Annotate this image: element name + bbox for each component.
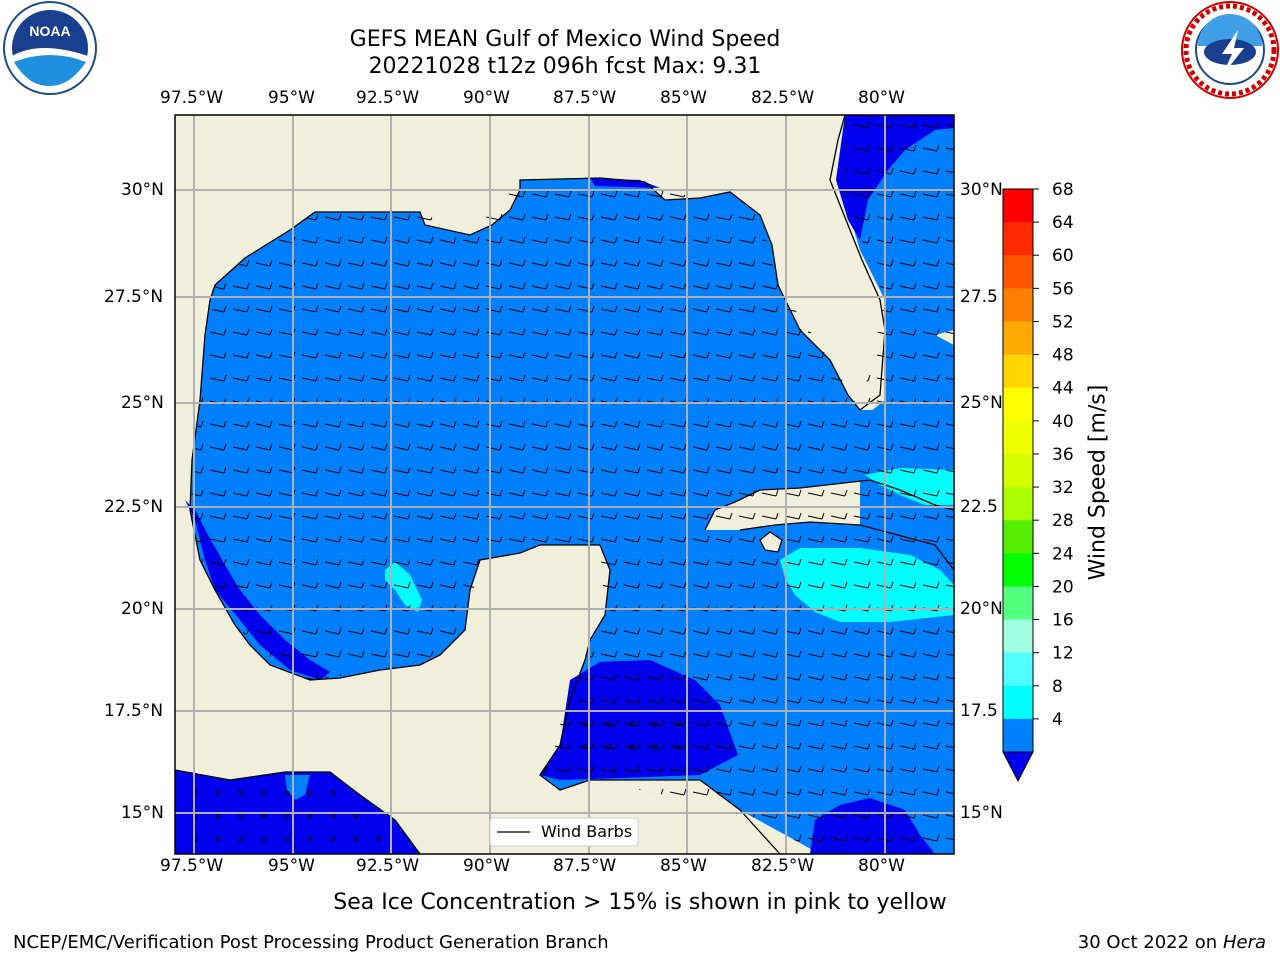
generation-date: 30 Oct 2022 on Hera — [1078, 932, 1266, 953]
colorbar-tick-label: 16 — [1052, 611, 1074, 631]
colorbar-swatch — [1003, 255, 1033, 289]
host-name: Hera — [1222, 932, 1266, 953]
lon-label-top: 92.5°W — [356, 88, 420, 108]
colorbar-swatch — [1003, 553, 1033, 587]
colorbar-tick-label: 24 — [1052, 544, 1074, 564]
lat-label-left: 20°N — [121, 599, 164, 619]
lon-label-top: 95°W — [268, 88, 315, 108]
colorbar-swatch — [1003, 586, 1033, 621]
lon-label-top: 82.5°W — [751, 88, 815, 108]
lat-label-left: 15°N — [121, 803, 164, 823]
colorbar-tick-label: 36 — [1052, 445, 1074, 465]
wind-barbs-legend — [489, 817, 639, 847]
map-title: GEFS MEAN Gulf of Mexico Wind Speed — [349, 27, 781, 52]
lat-label-right: 20°N — [960, 599, 1003, 619]
colorbar-swatch — [1003, 321, 1033, 356]
colorbar-tick-label: 28 — [1052, 511, 1074, 531]
lat-label-left: 30°N — [121, 180, 164, 200]
colorbar-tick-label: 32 — [1052, 478, 1074, 498]
colorbar-tick-label: 40 — [1052, 412, 1074, 432]
lon-label-bottom: 90°W — [463, 856, 510, 876]
lon-label-bottom: 87.5°W — [553, 856, 617, 876]
lat-label-right: 30°N — [960, 180, 1003, 200]
colorbar-tick-label: 56 — [1052, 279, 1074, 299]
generation-date-text: 30 Oct 2022 on — [1077, 932, 1223, 953]
lat-label-right: 17.5 — [960, 701, 998, 721]
colorbar-tick-label: 44 — [1052, 379, 1074, 399]
lat-label-right: 22.5 — [960, 497, 998, 517]
lon-label-top: 87.5°W — [553, 88, 617, 108]
lon-label-top: 97.5°W — [160, 88, 224, 108]
colorbar-tick-label: 8 — [1052, 677, 1063, 697]
lon-label-top: 80°W — [858, 88, 905, 108]
colorbar-ticks: 68 64 60 56 52 48 44 40 36 32 28 24 20 16 12 8 4 — [1033, 180, 1074, 730]
colorbar-swatch — [1003, 420, 1033, 455]
colorbar-swatches — [1003, 189, 1033, 753]
map-graticule — [175, 115, 954, 854]
lon-label-bottom: 85°W — [660, 856, 707, 876]
svg-text:NOAA: NOAA — [29, 23, 70, 39]
lat-label-right: 25°N — [960, 393, 1003, 413]
lon-label-top: 90°W — [463, 88, 510, 108]
map-frame — [174, 114, 955, 855]
sea-ice-note: Sea Ice Concentration > 15% is shown in … — [333, 890, 947, 915]
colorbar-swatch — [1003, 189, 1033, 223]
colorbar-swatch — [1003, 487, 1033, 521]
lon-label-bottom: 82.5°W — [751, 856, 815, 876]
colorbar-swatch — [1003, 619, 1033, 654]
colorbar-extend-triangle — [1002, 751, 1034, 783]
colorbar-tick-label: 4 — [1052, 710, 1063, 730]
lon-label-bottom: 92.5°W — [356, 856, 420, 876]
producer-credit: NCEP/EMC/Verification Post Processing Pr… — [13, 932, 609, 953]
lat-label-left: 17.5°N — [104, 701, 164, 721]
nws-logo-icon — [1181, 1, 1279, 99]
colorbar-swatch — [1003, 718, 1033, 753]
colorbar: 68 64 60 56 52 48 44 40 36 32 28 24 20 16 12 8 4 — [1002, 180, 1074, 783]
lat-label-right: 15°N — [960, 803, 1003, 823]
colorbar-tick-label: 48 — [1052, 346, 1074, 366]
lat-label-right: 27.5 — [960, 287, 998, 307]
colorbar-swatch — [1003, 652, 1033, 687]
colorbar-tick-label: 52 — [1052, 312, 1074, 332]
colorbar-tick-label: 60 — [1052, 246, 1074, 266]
colorbar-tick-label: 12 — [1052, 644, 1074, 664]
noaa-logo-icon: NOAA — [3, 1, 97, 95]
gulf-of-mexico-map — [175, 115, 954, 854]
lon-label-bottom: 97.5°W — [160, 856, 224, 876]
colorbar-swatch — [1003, 288, 1033, 322]
colorbar-tick-label: 68 — [1052, 180, 1074, 200]
lon-label-bottom: 95°W — [268, 856, 315, 876]
lat-label-left: 27.5°N — [104, 287, 164, 307]
colorbar-tick-label: 64 — [1052, 213, 1074, 233]
colorbar-swatch — [1003, 354, 1033, 389]
colorbar-label: Wind Speed [m/s] — [1085, 384, 1111, 581]
colorbar-swatch — [1003, 685, 1033, 720]
colorbar-swatch — [1003, 222, 1033, 256]
colorbar-tick-label: 20 — [1052, 577, 1074, 597]
colorbar-swatch — [1003, 453, 1033, 488]
wind-barbs-legend-label: Wind Barbs — [541, 822, 633, 841]
map-subtitle: 20221028 t12z 096h fcst Max: 9.31 — [368, 54, 762, 79]
lat-label-left: 25°N — [121, 393, 164, 413]
lat-label-left: 22.5°N — [104, 497, 164, 517]
lon-label-bottom: 80°W — [858, 856, 905, 876]
lon-label-top: 85°W — [660, 88, 707, 108]
colorbar-swatch — [1003, 520, 1033, 554]
colorbar-swatch — [1003, 387, 1033, 422]
